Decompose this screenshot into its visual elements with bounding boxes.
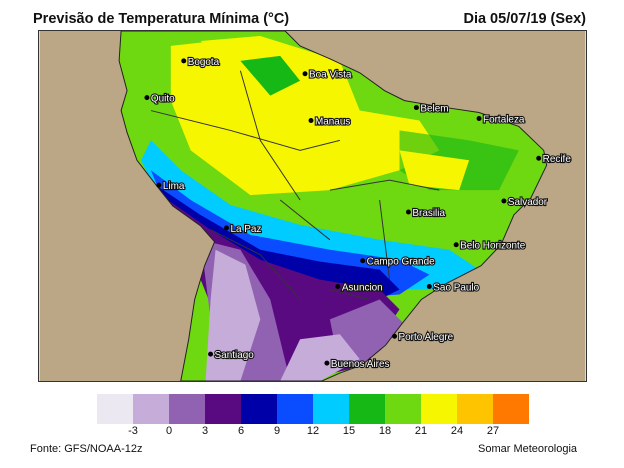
city-label: Fortaleza bbox=[483, 114, 525, 125]
city-marker bbox=[360, 258, 366, 264]
city-marker bbox=[392, 333, 398, 339]
legend-swatch bbox=[277, 394, 313, 424]
city-marker bbox=[413, 105, 419, 111]
city-label: Asuncion bbox=[342, 283, 383, 294]
legend-swatch bbox=[493, 394, 529, 424]
legend-swatch bbox=[205, 394, 241, 424]
city-marker bbox=[426, 284, 432, 290]
city-marker bbox=[224, 225, 229, 231]
city-marker bbox=[536, 155, 542, 161]
city-label: Bogota bbox=[188, 57, 220, 68]
city-label: Santiago bbox=[215, 350, 255, 361]
legend-tick: 0 bbox=[165, 425, 173, 437]
legend-swatch bbox=[421, 394, 457, 424]
data-source: Fonte: GFS/NOAA-12z bbox=[30, 443, 143, 455]
legend-swatch bbox=[385, 394, 421, 424]
legend-swatch bbox=[349, 394, 385, 424]
legend-swatch bbox=[457, 394, 493, 424]
legend-swatch bbox=[133, 394, 169, 424]
legend-tick: 18 bbox=[378, 425, 392, 437]
city-label: Salvador bbox=[508, 197, 548, 208]
city-label: Porto Alegre bbox=[399, 332, 454, 343]
city-label: Campo Grande bbox=[367, 257, 435, 268]
city-marker bbox=[501, 198, 507, 204]
legend-swatch bbox=[97, 394, 133, 424]
legend-tick: 9 bbox=[273, 425, 281, 437]
city-label: Quito bbox=[151, 94, 175, 105]
city-label: Sao Paulo bbox=[433, 283, 479, 294]
legend-tick: 27 bbox=[486, 425, 500, 437]
legend-tick: -3 bbox=[128, 425, 138, 437]
legend-tick: 6 bbox=[237, 425, 245, 437]
city-marker bbox=[324, 360, 330, 366]
city-label: La Paz bbox=[230, 224, 261, 235]
legend-tick: 24 bbox=[450, 425, 464, 437]
legend-tick: 21 bbox=[414, 425, 428, 437]
legend-swatch bbox=[241, 394, 277, 424]
city-label: Manaus bbox=[315, 116, 350, 127]
map-title: Previsão de Temperatura Mínima (°C) bbox=[33, 11, 290, 27]
temperature-map: Bogota Boa Vista Quito Manaus Belem Fortaleza… bbox=[38, 30, 587, 382]
legend-tick: 15 bbox=[342, 425, 356, 437]
city-label: Boa Vista bbox=[309, 70, 352, 81]
credit: Somar Meteorologia bbox=[478, 443, 578, 455]
legend-swatch bbox=[169, 394, 205, 424]
city-marker bbox=[156, 182, 162, 188]
color-legend bbox=[97, 394, 529, 424]
city-marker bbox=[144, 95, 150, 101]
city-marker bbox=[476, 116, 482, 121]
city-marker bbox=[208, 351, 214, 357]
city-marker bbox=[302, 71, 308, 77]
city-marker bbox=[308, 118, 314, 123]
city-label: Lima bbox=[163, 181, 185, 192]
city-marker bbox=[405, 209, 411, 215]
legend-tick: 12 bbox=[306, 425, 320, 437]
city-label: Recife bbox=[543, 154, 572, 165]
city-label: Brasilia bbox=[412, 208, 445, 219]
city-marker bbox=[335, 284, 341, 290]
city-marker bbox=[453, 242, 459, 248]
city-marker bbox=[181, 58, 187, 64]
legend-tick: 3 bbox=[201, 425, 209, 437]
forecast-date: Dia 05/07/19 (Sex) bbox=[463, 11, 586, 27]
city-label: Belo Horizonte bbox=[460, 241, 526, 252]
city-label: Buenos Aires bbox=[331, 359, 390, 370]
legend-swatch bbox=[313, 394, 349, 424]
city-label: Belem bbox=[420, 104, 448, 115]
